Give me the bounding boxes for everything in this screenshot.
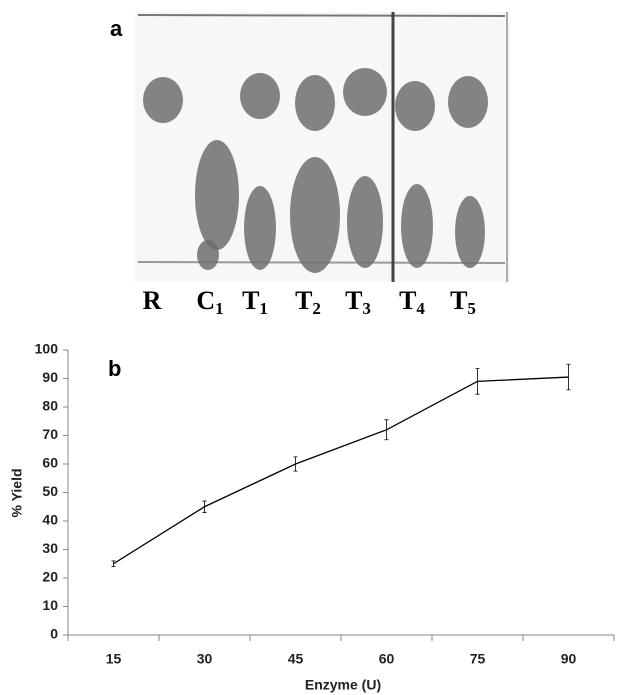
spot <box>197 240 219 270</box>
x-tick-label: 45 <box>288 651 304 667</box>
tlc-plate <box>135 12 510 282</box>
error-bar <box>475 368 480 395</box>
spot <box>290 157 340 273</box>
spot <box>395 81 435 131</box>
lane-label: C1 <box>196 286 223 318</box>
y-tick-label: 30 <box>42 540 58 556</box>
lane-letter: T <box>399 286 416 315</box>
y-axis-title: % Yield <box>9 468 25 517</box>
lane-letter: C <box>196 286 215 315</box>
error-bar <box>384 419 389 441</box>
error-bar <box>293 456 298 472</box>
y-tick-label: 100 <box>35 341 59 357</box>
y-tick-label: 0 <box>50 626 58 642</box>
line-chart: b Enzyme (U) % Yield 0 10 20 30 40 50 60 70 80 90… <box>9 341 615 693</box>
spot <box>455 196 485 268</box>
lane-subscript: 5 <box>467 299 476 318</box>
lane-letter: T <box>345 286 362 315</box>
lane-subscript: 2 <box>312 299 321 318</box>
spot <box>401 184 433 268</box>
panel-label: b <box>108 356 121 381</box>
spot <box>295 75 335 131</box>
x-tick-label: 60 <box>379 651 395 667</box>
panel-label: a <box>110 16 123 41</box>
lane-letter: T <box>295 286 312 315</box>
lane-subscript: 3 <box>362 299 371 318</box>
y-tick-label: 60 <box>42 455 58 471</box>
error-bar <box>566 363 571 391</box>
lane-label: R <box>143 286 162 315</box>
lane-labels: R C1 T1 T2 T3 T4 T5 <box>143 286 476 318</box>
lane-label: T4 <box>399 286 425 318</box>
y-tick-label: 90 <box>42 369 58 385</box>
y-tick-label: 70 <box>42 426 58 442</box>
y-tick-label: 40 <box>42 512 58 528</box>
lane-subscript: 1 <box>215 299 224 318</box>
error-bar <box>202 500 207 513</box>
x-tick-label: 30 <box>197 651 213 667</box>
spot <box>195 140 239 250</box>
spot <box>343 68 387 116</box>
x-axis-title: Enzyme (U) <box>305 677 381 693</box>
spot <box>240 73 280 119</box>
y-tick-label: 50 <box>42 483 58 499</box>
solvent-front <box>137 14 506 17</box>
lane-subscript: 1 <box>259 299 268 318</box>
y-tick-label: 20 <box>42 569 58 585</box>
spot <box>347 176 383 268</box>
lane-label: T1 <box>242 286 268 318</box>
y-tick-label: 80 <box>42 398 58 414</box>
x-tick-label: 15 <box>106 651 122 667</box>
data-line <box>113 376 569 565</box>
spot <box>448 76 488 128</box>
lane-letter: R <box>143 286 162 315</box>
lane-letter: T <box>242 286 259 315</box>
lane-label: T3 <box>345 286 371 318</box>
lane-subscript: 4 <box>416 299 425 318</box>
lane-letter: T <box>450 286 467 315</box>
error-bar <box>111 560 116 567</box>
lane-label: T5 <box>450 286 476 318</box>
x-tick-label: 90 <box>561 651 577 667</box>
x-tick-label: 75 <box>470 651 486 667</box>
y-tick-label: 10 <box>42 597 58 613</box>
spot <box>143 77 183 123</box>
lane-label: T2 <box>295 286 321 318</box>
spot <box>244 186 276 270</box>
